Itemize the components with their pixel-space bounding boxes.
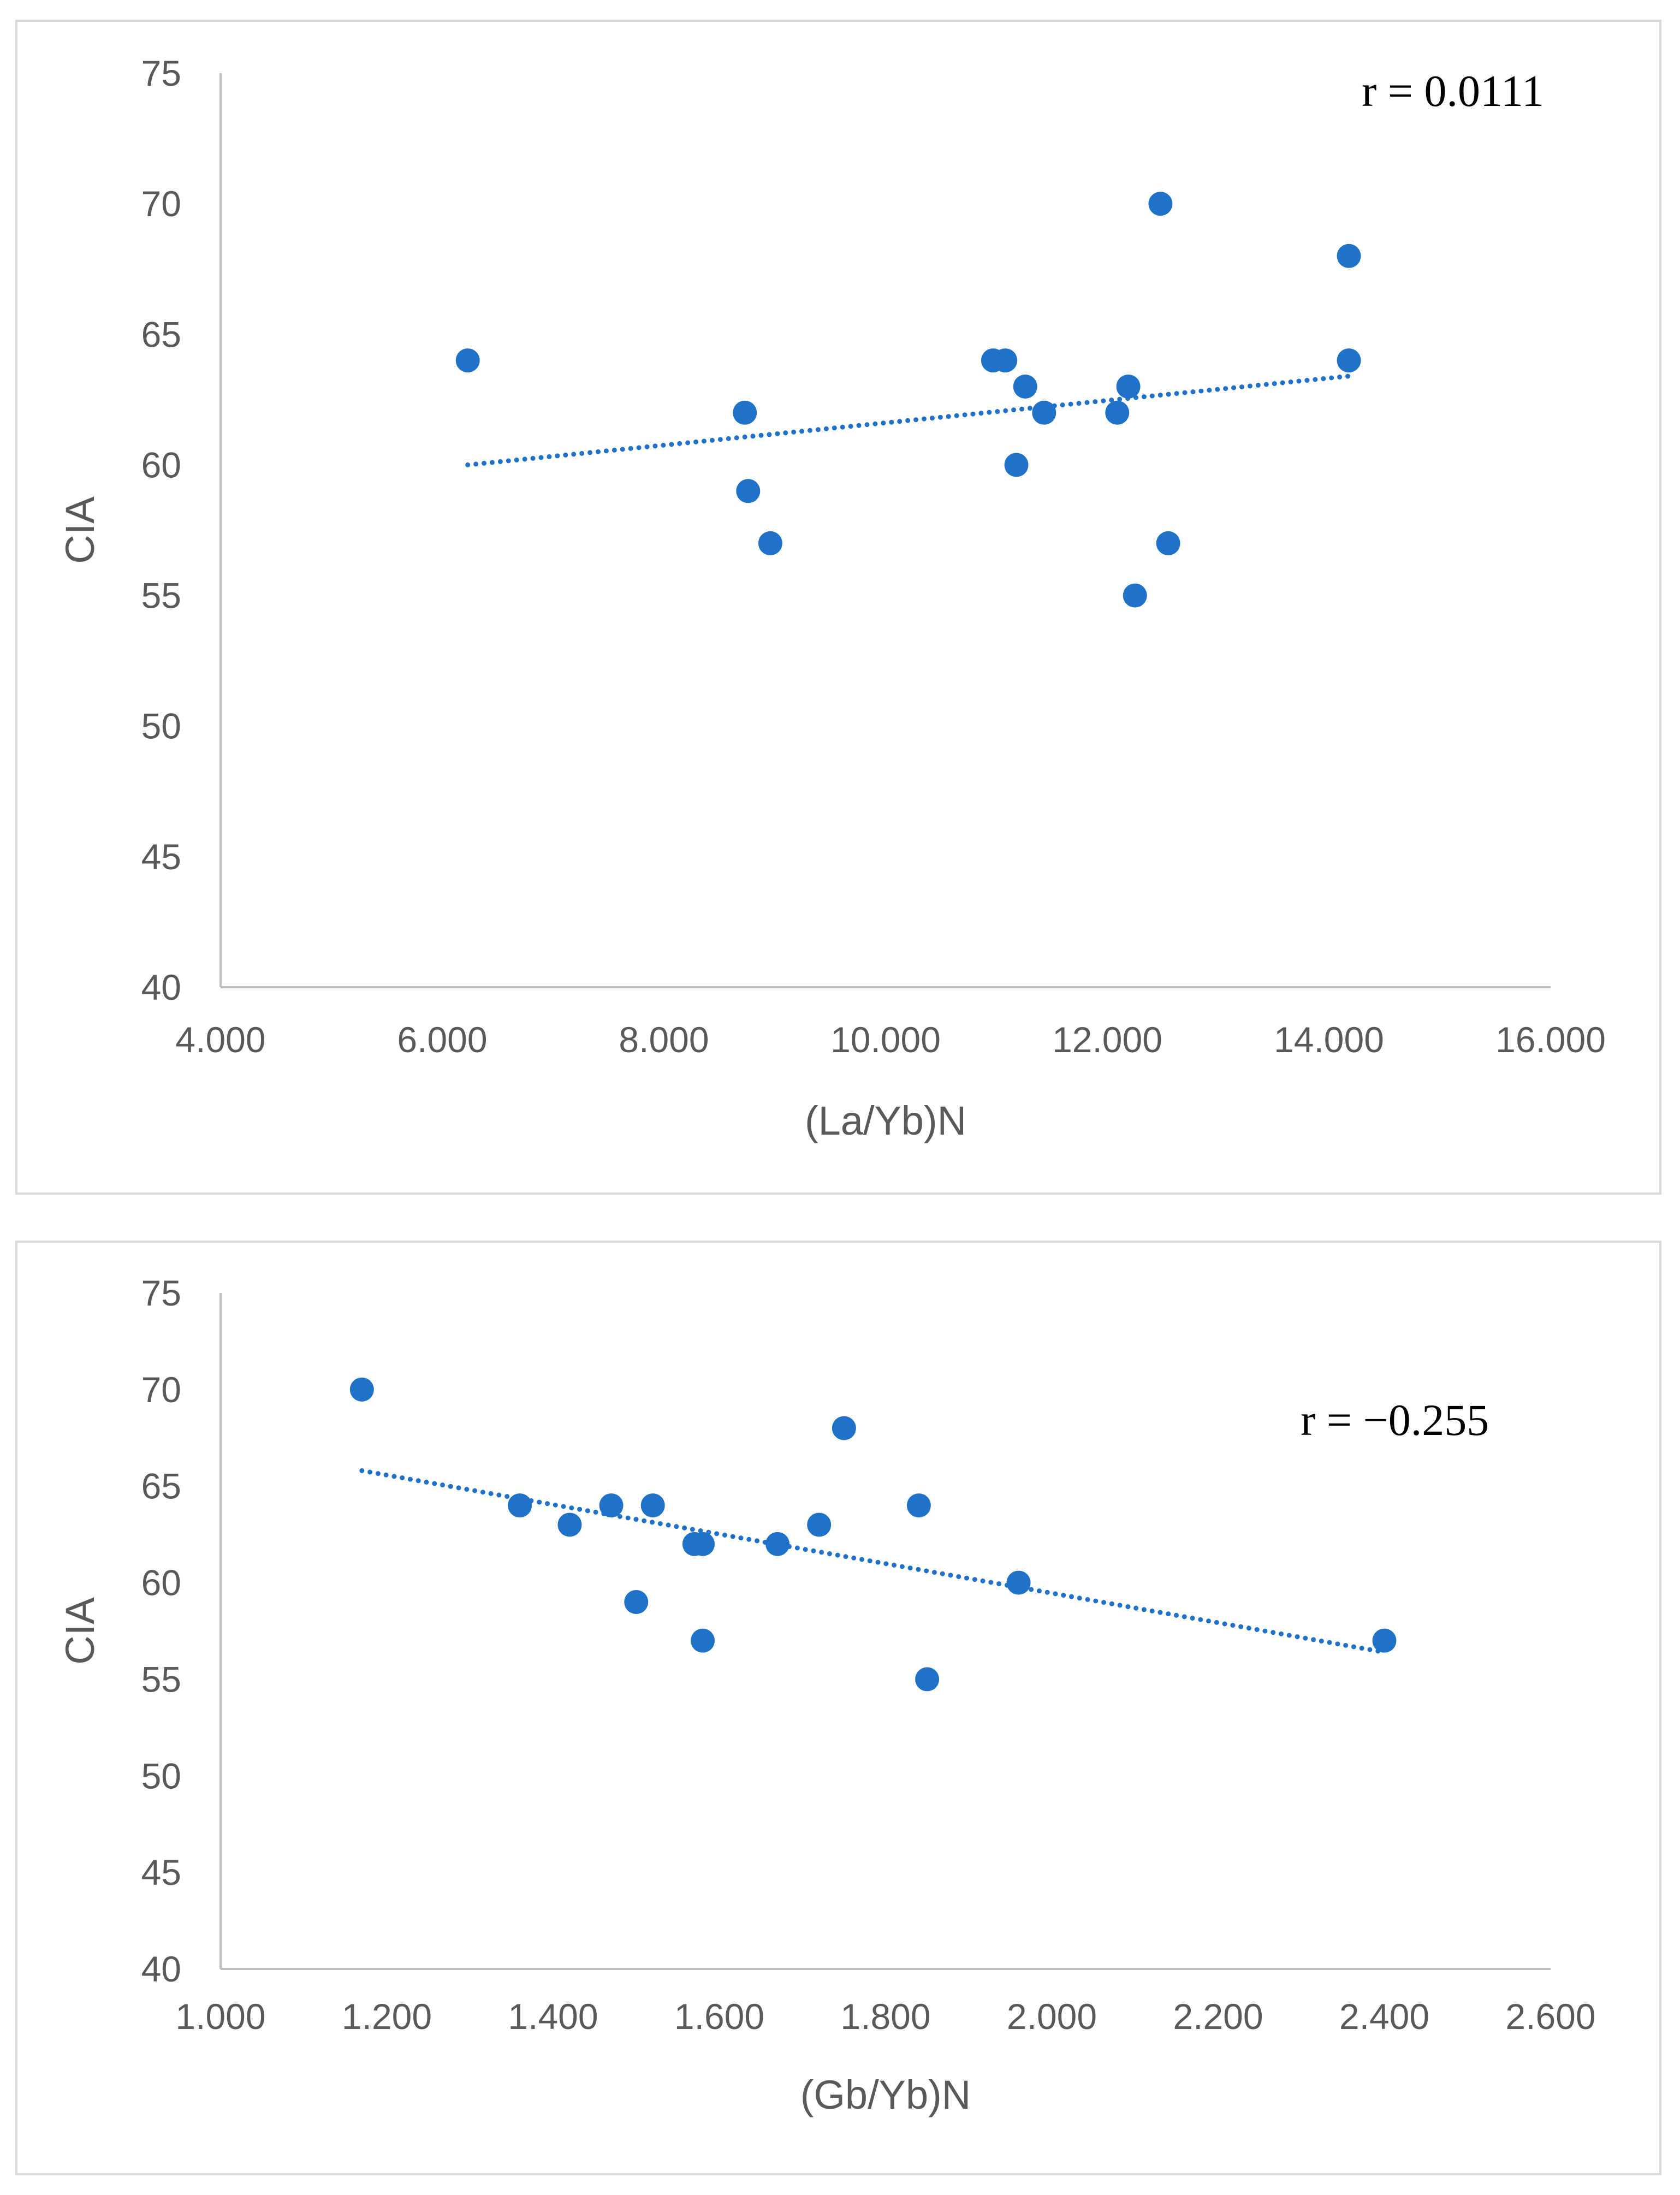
y-tick-label: 40 xyxy=(141,967,181,1007)
correlation-label: r = 0.0111 xyxy=(1362,66,1544,116)
x-axis-title: (Gb/Yb)N xyxy=(800,2072,971,2117)
y-tick-label: 75 xyxy=(141,1273,181,1313)
x-tick-label: 2.000 xyxy=(1007,1996,1097,2037)
data-point xyxy=(993,348,1018,373)
data-point xyxy=(1004,453,1029,477)
x-tick-label: 14.000 xyxy=(1274,1019,1384,1060)
y-tick-label: 55 xyxy=(141,576,181,616)
y-tick-label: 45 xyxy=(141,1852,181,1893)
y-tick-label: 60 xyxy=(141,444,181,485)
trendline xyxy=(359,1468,1387,1655)
data-point xyxy=(1337,348,1361,373)
data-point xyxy=(455,348,480,373)
x-tick-label: 1.600 xyxy=(674,1996,764,2037)
trendline xyxy=(465,373,1352,467)
data-point xyxy=(1156,531,1180,555)
x-tick-label: 1.400 xyxy=(508,1996,598,2037)
data-point xyxy=(1372,1628,1397,1653)
data-point xyxy=(1032,400,1056,425)
y-tick-label: 50 xyxy=(141,1755,181,1796)
x-tick-label: 2.200 xyxy=(1173,1996,1263,2037)
data-point xyxy=(349,1377,374,1402)
correlation-label: r = −0.255 xyxy=(1301,1395,1489,1445)
x-tick-label: 16.000 xyxy=(1495,1019,1606,1060)
y-tick-label: 75 xyxy=(141,53,181,93)
chart-panel-la-yb: 40 45 50 55 60 65 70 75 4.000 6.000 8.000 10.000 12.… xyxy=(15,20,1661,1195)
data-point xyxy=(1123,583,1147,608)
y-axis-title: CIA xyxy=(57,496,103,564)
x-tick-label: 10.000 xyxy=(830,1019,941,1060)
y-tick-label: 65 xyxy=(141,314,181,354)
data-point xyxy=(736,479,761,503)
x-tick-label: 12.000 xyxy=(1052,1019,1162,1060)
y-tick-label: 70 xyxy=(141,183,181,224)
x-tick-label: 4.000 xyxy=(175,1019,265,1060)
y-tick-label: 65 xyxy=(141,1466,181,1506)
data-point xyxy=(1105,400,1130,425)
data-point xyxy=(758,531,782,555)
data-point xyxy=(691,1628,715,1653)
y-tick-label: 40 xyxy=(141,1949,181,1989)
y-tick-label: 50 xyxy=(141,706,181,746)
y-axis-title: CIA xyxy=(57,1597,103,1665)
y-tick-label: 70 xyxy=(141,1369,181,1410)
data-point xyxy=(1116,374,1141,399)
x-tick-label: 1.200 xyxy=(342,1996,432,2037)
data-point xyxy=(733,400,757,425)
data-point xyxy=(906,1493,931,1518)
scatter-chart-la-yb: 40 45 50 55 60 65 70 75 4.000 6.000 8.000 10.000 12.… xyxy=(57,53,1606,1143)
data-point xyxy=(765,1532,790,1556)
x-tick-label: 1.800 xyxy=(840,1996,930,2037)
data-point xyxy=(1148,192,1173,216)
data-point xyxy=(832,1416,856,1440)
data-point xyxy=(624,1589,649,1614)
y-tick-label: 45 xyxy=(141,837,181,877)
data-point xyxy=(915,1667,940,1692)
x-axis-title: (La/Yb)N xyxy=(805,1098,966,1143)
data-point xyxy=(691,1532,715,1556)
data-point xyxy=(807,1512,832,1537)
scatter-chart-gb-yb: 40 45 50 55 60 65 70 75 1.000 1.200 1.400 1.600 1.80… xyxy=(57,1273,1596,2117)
x-tick-label: 8.000 xyxy=(619,1019,709,1060)
data-point xyxy=(557,1512,582,1537)
data-point xyxy=(599,1493,624,1518)
data-point xyxy=(1337,244,1361,268)
y-tick-label: 55 xyxy=(141,1659,181,1699)
x-tick-label: 6.000 xyxy=(397,1019,487,1060)
data-point xyxy=(1013,374,1037,399)
data-point xyxy=(640,1493,665,1518)
x-tick-label: 1.000 xyxy=(175,1996,265,2037)
data-point xyxy=(1006,1570,1031,1595)
y-tick-label: 60 xyxy=(141,1563,181,1603)
chart-panel-gb-yb: 40 45 50 55 60 65 70 75 1.000 1.200 1.400 1.600 1.80… xyxy=(15,1241,1661,2175)
data-point xyxy=(508,1493,532,1518)
x-tick-label: 2.400 xyxy=(1339,1996,1429,2037)
x-tick-label: 2.600 xyxy=(1505,1996,1595,2037)
